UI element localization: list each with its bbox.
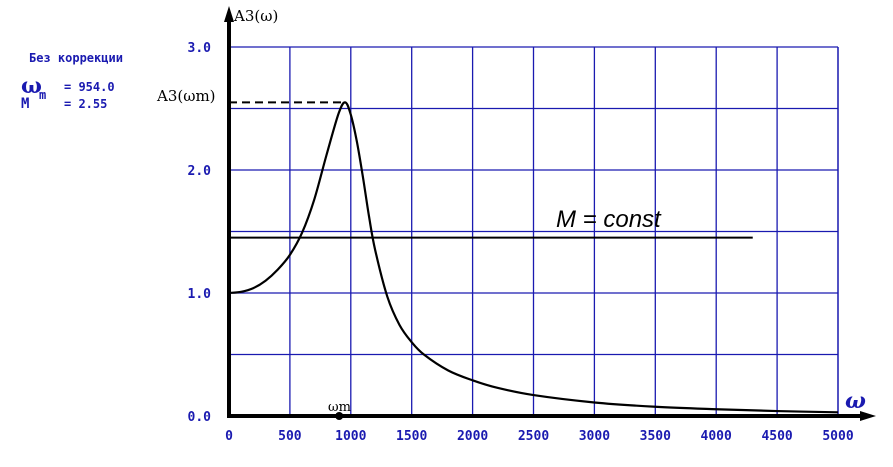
x-tick-label-2: 1000 — [335, 429, 366, 444]
y-tick-label-1: 1.0 — [188, 287, 212, 302]
annotations: A3(ω) ω A3(ωm) ωm M = const — [156, 7, 866, 420]
y-axis-label: A3(ω) — [233, 7, 278, 25]
omega-m-marker — [335, 412, 344, 420]
const-label: M = const — [556, 206, 662, 233]
info-panel: Без коррекции ω m = 954.0 M = 2.55 — [21, 51, 123, 112]
correction-header: Без коррекции — [29, 51, 123, 65]
x-tick-label-4: 2000 — [457, 429, 488, 444]
tick-labels: 0 500 1000 1500 2000 2500 3000 3500 4000 4500 5000… — [188, 41, 854, 444]
y-tick-label-3: 3.0 — [188, 41, 212, 56]
x-tick-label-1: 500 — [278, 429, 302, 444]
x-axis-arrow — [860, 411, 876, 421]
m-value: = 2.55 — [64, 97, 107, 111]
y-tick-label-0: 0.0 — [188, 410, 212, 425]
response-curve — [228, 101, 839, 414]
y-tick-label-2: 2.0 — [188, 164, 212, 179]
y-axis-arrow — [224, 6, 234, 22]
omega-value: = 954.0 — [64, 80, 115, 94]
omega-symbol: ω — [21, 73, 42, 99]
x-tick-label-3: 1500 — [396, 429, 427, 444]
x-axis-label: ω — [845, 388, 866, 414]
omega-subscript: m — [39, 88, 46, 102]
xmark-label: ωm — [328, 400, 351, 415]
peak-label: A3(ωm) — [156, 87, 216, 105]
x-tick-label-5: 2500 — [518, 429, 549, 444]
series — [228, 101, 839, 414]
x-tick-label-10: 5000 — [822, 429, 853, 444]
x-tick-label-8: 4000 — [701, 429, 732, 444]
x-tick-label-0: 0 — [225, 429, 233, 444]
grid — [229, 46, 839, 416]
x-tick-label-6: 3000 — [579, 429, 610, 444]
m-symbol: M — [21, 96, 29, 112]
x-tick-label-9: 4500 — [761, 429, 792, 444]
axes — [224, 6, 876, 421]
x-tick-label-7: 3500 — [640, 429, 671, 444]
